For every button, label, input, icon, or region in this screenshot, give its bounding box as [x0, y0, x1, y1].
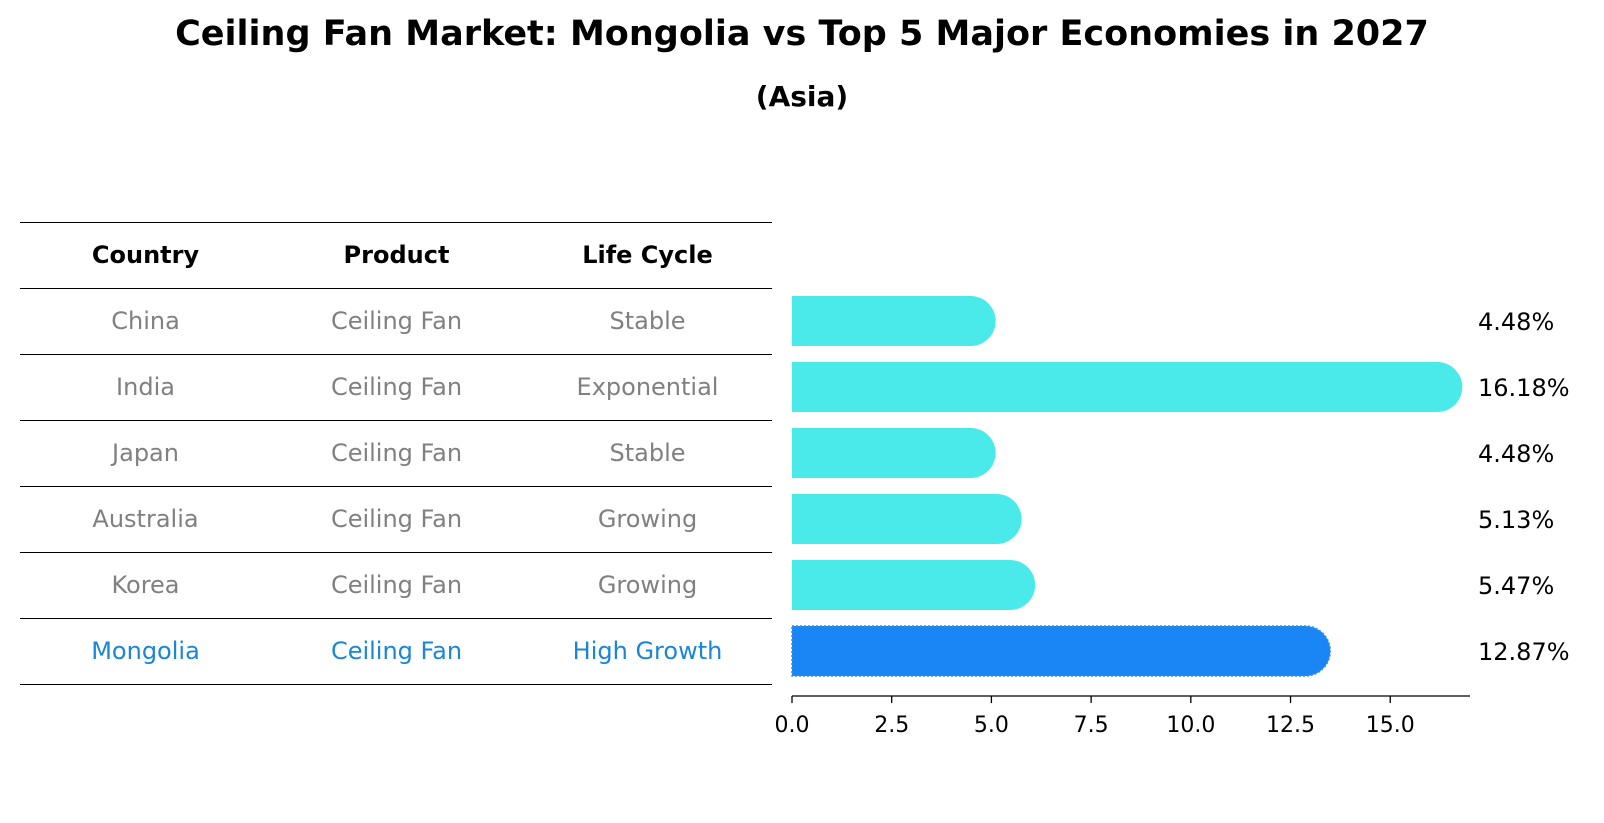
cell-country: Australia [92, 505, 199, 533]
cell-product: Ceiling Fan [330, 571, 463, 599]
table-rule [20, 552, 772, 553]
cell-country: India [116, 373, 175, 401]
cell-life-cycle: Growing [597, 571, 698, 599]
value-label: 5.47% [1478, 572, 1554, 600]
x-tick-label: 10.0 [1166, 713, 1215, 738]
cell-country: Korea [111, 571, 180, 599]
cell-product: Ceiling Fan [330, 307, 463, 335]
x-tick-label: 5.0 [974, 713, 1009, 738]
table-rule [20, 354, 772, 355]
value-label: 12.87% [1478, 638, 1570, 666]
x-tick-label: 15.0 [1366, 713, 1415, 738]
header-life-cycle: Life Cycle [582, 241, 713, 269]
x-tick-label: 7.5 [1074, 713, 1109, 738]
table-rule [20, 486, 772, 487]
value-label: 5.13% [1478, 506, 1554, 534]
table-rule [20, 288, 772, 289]
value-label: 16.18% [1478, 374, 1570, 402]
cell-product: Ceiling Fan [330, 637, 463, 665]
table-rule [20, 420, 772, 421]
x-tick-label: 12.5 [1266, 713, 1315, 738]
cell-product: Ceiling Fan [330, 439, 463, 467]
chart-title: Ceiling Fan Market: Mongolia vs Top 5 Ma… [175, 14, 1429, 54]
value-label: 4.48% [1478, 308, 1554, 336]
cell-life-cycle: Stable [609, 307, 686, 335]
bar-australia [792, 494, 1022, 544]
value-label: 4.48% [1478, 440, 1554, 468]
x-tick-label: 0.0 [775, 713, 810, 738]
header-product: Product [343, 241, 450, 269]
chart-subtitle: (Asia) [755, 80, 849, 113]
cell-country: Mongolia [91, 637, 200, 665]
x-tick-label: 2.5 [874, 713, 909, 738]
bar-india [792, 362, 1463, 412]
cell-life-cycle: High Growth [572, 637, 723, 665]
cell-life-cycle: Exponential [576, 373, 719, 401]
table-rule [20, 222, 772, 223]
bar-japan [792, 428, 996, 478]
cell-life-cycle: Stable [609, 439, 686, 467]
cell-life-cycle: Growing [597, 505, 698, 533]
header-country: Country [91, 241, 200, 269]
cell-country: Japan [112, 439, 179, 467]
bar-china [792, 296, 996, 346]
cell-product: Ceiling Fan [330, 373, 463, 401]
cell-country: China [111, 307, 180, 335]
table-rule [20, 618, 772, 619]
table-rule [20, 684, 772, 685]
bar-korea [792, 560, 1036, 610]
cell-product: Ceiling Fan [330, 505, 463, 533]
bar-mongolia [791, 625, 1331, 677]
